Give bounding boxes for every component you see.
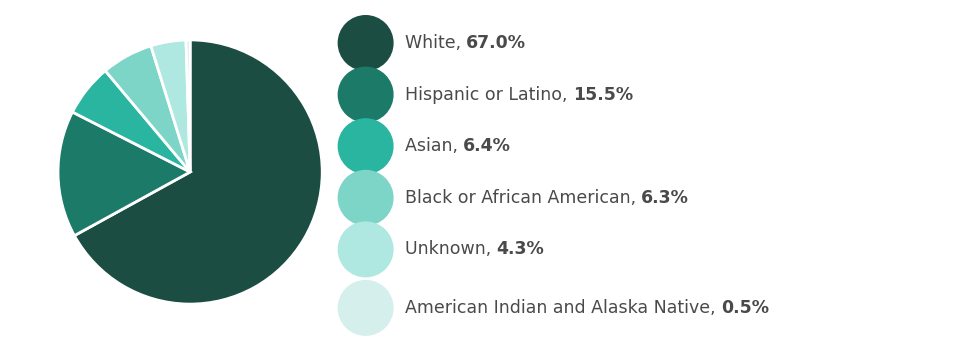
Ellipse shape xyxy=(338,16,393,70)
Text: Unknown,: Unknown, xyxy=(405,240,496,258)
Text: 4.3%: 4.3% xyxy=(496,240,544,258)
Wedge shape xyxy=(72,71,190,172)
Wedge shape xyxy=(105,46,190,172)
Text: Hispanic or Latino,: Hispanic or Latino, xyxy=(405,86,572,104)
Ellipse shape xyxy=(338,67,393,122)
Text: Black or African American,: Black or African American, xyxy=(405,189,642,207)
Text: 15.5%: 15.5% xyxy=(572,86,633,104)
Text: 67.0%: 67.0% xyxy=(466,34,526,52)
Text: American Indian and Alaska Native,: American Indian and Alaska Native, xyxy=(405,299,721,317)
Wedge shape xyxy=(151,40,190,172)
Text: 0.5%: 0.5% xyxy=(721,299,768,317)
Ellipse shape xyxy=(338,119,393,173)
Text: White,: White, xyxy=(405,34,466,52)
Wedge shape xyxy=(186,40,190,172)
Text: Asian,: Asian, xyxy=(405,137,463,155)
Ellipse shape xyxy=(338,171,393,225)
Text: 6.3%: 6.3% xyxy=(642,189,689,207)
Wedge shape xyxy=(58,112,190,236)
Text: 6.4%: 6.4% xyxy=(463,137,511,155)
Ellipse shape xyxy=(338,222,393,277)
Ellipse shape xyxy=(338,281,393,335)
Wedge shape xyxy=(74,40,322,304)
